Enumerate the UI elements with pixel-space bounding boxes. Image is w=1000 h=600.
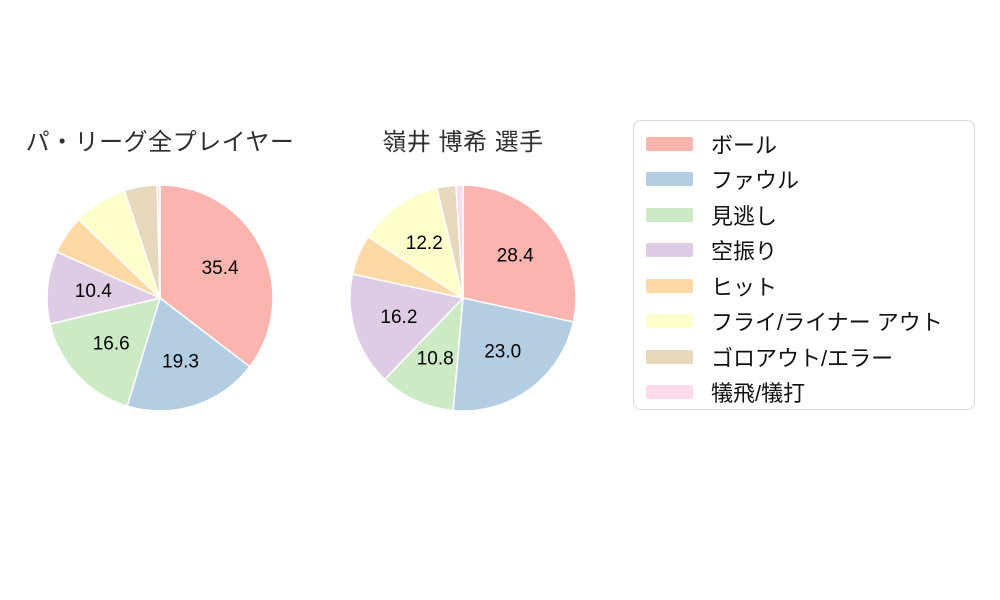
pie-slice-foul[interactable]: [452, 297, 575, 412]
pie-slice-sacrifice[interactable]: [455, 184, 464, 299]
pie-value-label: 12.2: [406, 233, 443, 254]
legend-swatch-sacrifice: [646, 385, 693, 400]
legend-item-fly-liner-out[interactable]: フライ/ライナー アウト: [646, 304, 974, 340]
pie-value-label: 28.4: [497, 245, 534, 266]
pie-slice-swinging-strike[interactable]: [349, 273, 464, 381]
legend-swatch-ground-out-error: [646, 349, 693, 364]
legend-swatch-foul: [646, 172, 693, 187]
legend: ボールファウル見逃し空振りヒットフライ/ライナー アウト ゴロアウト/エラー 犠飛/…: [633, 120, 975, 410]
pie-value-label: 19.3: [162, 351, 199, 372]
legend-label: ゴロアウト/エラー: [711, 345, 894, 371]
legend-item-ball[interactable]: ボール: [646, 126, 974, 162]
pie-value-label: 10.8: [417, 349, 454, 370]
pie-value-label: 10.4: [75, 281, 112, 302]
pie-slice-sacrifice[interactable]: [156, 184, 161, 299]
legend-item-swinging-strike[interactable]: 空振り: [646, 233, 974, 269]
league-chart-title: パ・リーグ全プレイヤー: [25, 129, 295, 156]
legend-item-hit[interactable]: ヒット: [646, 268, 974, 304]
legend-label: ファウル: [711, 168, 800, 194]
pie-slice-foul[interactable]: [126, 297, 251, 412]
legend-item-sacrifice[interactable]: 犠飛/犠打: [646, 375, 974, 411]
player-pie-chart: 28.4 23.0 10.816.2 12.2: [349, 184, 577, 412]
legend-label: 見逃し: [711, 203, 778, 229]
pie-value-label: 35.4: [202, 258, 239, 279]
legend-label: 空振り: [711, 239, 778, 265]
pie-value-label: 23.0: [484, 342, 521, 363]
legend-swatch-fly-liner-out: [646, 314, 693, 329]
player-chart-title: 嶺井 博希 選手: [382, 129, 544, 156]
legend-label: ヒット: [711, 274, 778, 300]
legend-item-called-strike[interactable]: 見逃し: [646, 197, 974, 233]
pie-slice-ball[interactable]: [159, 184, 274, 368]
legend-swatch-hit: [646, 278, 693, 293]
legend-item-ground-out-error[interactable]: ゴロアウト/エラー: [646, 339, 974, 375]
pie-value-label: 16.6: [93, 333, 130, 354]
player-chart-panel: 嶺井 博希 選手 28.4 23.0 10.8 16.2 12.2: [323, 122, 603, 412]
legend-swatch-swinging-strike: [646, 243, 693, 258]
legend-swatch-ball: [646, 136, 693, 151]
legend-item-foul[interactable]: ファウル: [646, 162, 974, 198]
legend-label: 犠飛/犠打: [711, 381, 806, 407]
legend-label: フライ/ライナー アウト: [711, 310, 943, 336]
pie-slice-fly-liner-out[interactable]: [367, 187, 464, 299]
pie-slice-swinging-strike[interactable]: [46, 251, 161, 325]
league-chart-panel: パ・リーグ全プレイヤー 35.4 19.3 16.6 10.4: [20, 122, 300, 412]
pie-value-label: 16.2: [380, 307, 417, 328]
legend-label: ボール: [711, 132, 778, 158]
pie-slice-called-strike[interactable]: [383, 297, 464, 412]
legend-swatch-called-strike: [646, 207, 693, 222]
league-pie-chart: 35.4 19.3 16.6 10.4: [46, 184, 274, 412]
pie-slice-ball[interactable]: [462, 184, 577, 323]
pie-slice-called-strike[interactable]: [49, 297, 161, 407]
